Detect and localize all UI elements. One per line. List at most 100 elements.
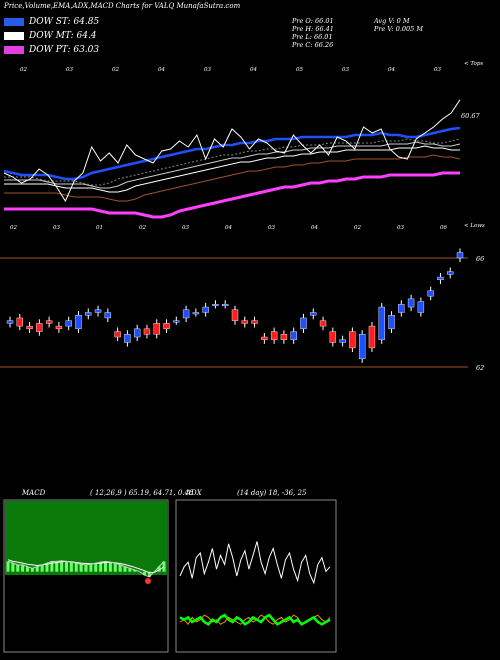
bottom-tick-label: 03 bbox=[268, 225, 275, 231]
bottom-tick-label: 03 bbox=[397, 225, 404, 231]
candle-body bbox=[329, 331, 337, 343]
candle-body bbox=[378, 306, 385, 340]
candle-body bbox=[349, 331, 356, 349]
candle-body bbox=[26, 325, 33, 330]
stat-pre-low: Pre L: 66.01 bbox=[292, 33, 333, 41]
candle-body bbox=[437, 276, 444, 281]
candle-body bbox=[6, 320, 14, 324]
ema-mt-line-b bbox=[4, 145, 460, 193]
macd-signal-line bbox=[7, 559, 165, 574]
candle-body bbox=[319, 320, 327, 327]
adx-params: (14 day) 18, -36, 25 bbox=[237, 489, 307, 497]
candle-body bbox=[310, 312, 317, 316]
candle-body bbox=[124, 334, 131, 343]
candle-body bbox=[85, 312, 92, 316]
candle-body bbox=[270, 331, 278, 340]
candle-body bbox=[300, 317, 307, 330]
candle-y-label-66: 66 bbox=[476, 255, 485, 263]
candle-body bbox=[143, 328, 151, 335]
candle-body bbox=[251, 320, 258, 324]
candle-body bbox=[16, 317, 23, 327]
macd-label: MACD bbox=[22, 489, 46, 497]
candle-body bbox=[447, 271, 454, 275]
candle-body bbox=[45, 320, 53, 324]
price-label: 60.67 bbox=[461, 112, 480, 120]
ema-brown-line bbox=[4, 154, 461, 202]
candle-body bbox=[417, 301, 425, 313]
top-tick-label: 05 bbox=[296, 67, 303, 73]
candle-body bbox=[280, 334, 288, 340]
bottom-tick-label: 02 bbox=[354, 225, 361, 231]
top-tick-label: 03 bbox=[66, 67, 73, 73]
candle-body bbox=[202, 306, 209, 313]
legend-dow-mt: DOW MT: 64.4 bbox=[4, 31, 97, 41]
macd-cross-marker bbox=[145, 578, 151, 584]
bottom-tick-label: 06 bbox=[440, 225, 447, 231]
adx-label: ADX bbox=[186, 489, 202, 497]
adx-line bbox=[179, 613, 331, 626]
top-tick-label: 03 bbox=[342, 67, 349, 73]
stat-pre-high: Pre H: 66.41 bbox=[292, 25, 334, 33]
legend-dow-pt: DOW PT: 63.03 bbox=[4, 45, 99, 55]
candle-body bbox=[163, 323, 170, 330]
candle-body bbox=[94, 309, 102, 313]
candle-body bbox=[36, 323, 43, 332]
candle-body bbox=[241, 320, 248, 324]
legend-swatch-st bbox=[4, 18, 24, 26]
candle-body bbox=[388, 315, 395, 330]
top-tick-label: 04 bbox=[250, 67, 257, 73]
lows-label: < Lows bbox=[464, 223, 485, 229]
candle-body bbox=[261, 336, 268, 340]
candle-body bbox=[407, 298, 415, 308]
top-tick-label: 02 bbox=[112, 67, 119, 73]
bottom-tick-label: 01 bbox=[96, 225, 103, 231]
macd-params: ( 12,26,9 ) 65.19, 64.71, 0.48 bbox=[90, 489, 194, 497]
candle-body bbox=[192, 312, 200, 315]
candle-body bbox=[427, 290, 434, 297]
bottom-tick-label: 02 bbox=[139, 225, 146, 231]
legend-label-mt: DOW MT: 64.4 bbox=[29, 31, 97, 41]
candle-body bbox=[368, 325, 376, 349]
adx-panel-frame bbox=[175, 499, 337, 653]
candle-body bbox=[55, 325, 63, 330]
chart-title: Price,Volume,EMA,ADX,MACD Charts for VAL… bbox=[4, 2, 241, 10]
candle-body bbox=[133, 328, 141, 338]
top-tick-label: 04 bbox=[388, 67, 395, 73]
stat-pre-open: Pre O: 66.01 bbox=[292, 17, 334, 25]
legend-label-st: DOW ST: 64.85 bbox=[29, 17, 100, 27]
ema-pt-line bbox=[4, 171, 460, 219]
legend-label-pt: DOW PT: 63.03 bbox=[29, 45, 100, 55]
legend-swatch-pt bbox=[4, 46, 24, 54]
candle-body bbox=[182, 309, 190, 319]
top-tick-label: 04 bbox=[158, 67, 165, 73]
close-price-line bbox=[3, 99, 461, 203]
bottom-tick-label: 04 bbox=[225, 225, 232, 231]
bottom-tick-label: 03 bbox=[53, 225, 60, 231]
ema-dotted-line bbox=[4, 138, 461, 186]
candle-body bbox=[339, 339, 346, 343]
candle-body bbox=[65, 320, 72, 327]
candle-body bbox=[212, 304, 219, 307]
candle-body bbox=[358, 334, 366, 360]
candle-body bbox=[173, 320, 180, 323]
candle-body bbox=[456, 252, 464, 259]
top-tick-label: 03 bbox=[204, 67, 211, 73]
bottom-tick-label: 03 bbox=[182, 225, 189, 231]
tops-label: < Tops bbox=[464, 61, 484, 67]
macd-upper-fill bbox=[5, 501, 167, 575]
stat-avg-volume: Avg V: 0 M bbox=[374, 17, 410, 25]
macd-line bbox=[7, 560, 165, 578]
macd-lower-fill bbox=[5, 575, 167, 651]
bottom-tick-label: 02 bbox=[10, 225, 17, 231]
legend-swatch-mt bbox=[4, 32, 24, 40]
candle-body bbox=[104, 312, 112, 319]
candle-body bbox=[75, 315, 82, 330]
candle-body bbox=[153, 323, 160, 335]
legend-dow-st: DOW ST: 64.85 bbox=[4, 17, 99, 27]
candle-body bbox=[290, 331, 297, 340]
bottom-tick-label: 04 bbox=[311, 225, 318, 231]
top-tick-label: 02 bbox=[20, 67, 27, 73]
candle-body bbox=[222, 304, 229, 307]
candle-body bbox=[114, 331, 121, 338]
